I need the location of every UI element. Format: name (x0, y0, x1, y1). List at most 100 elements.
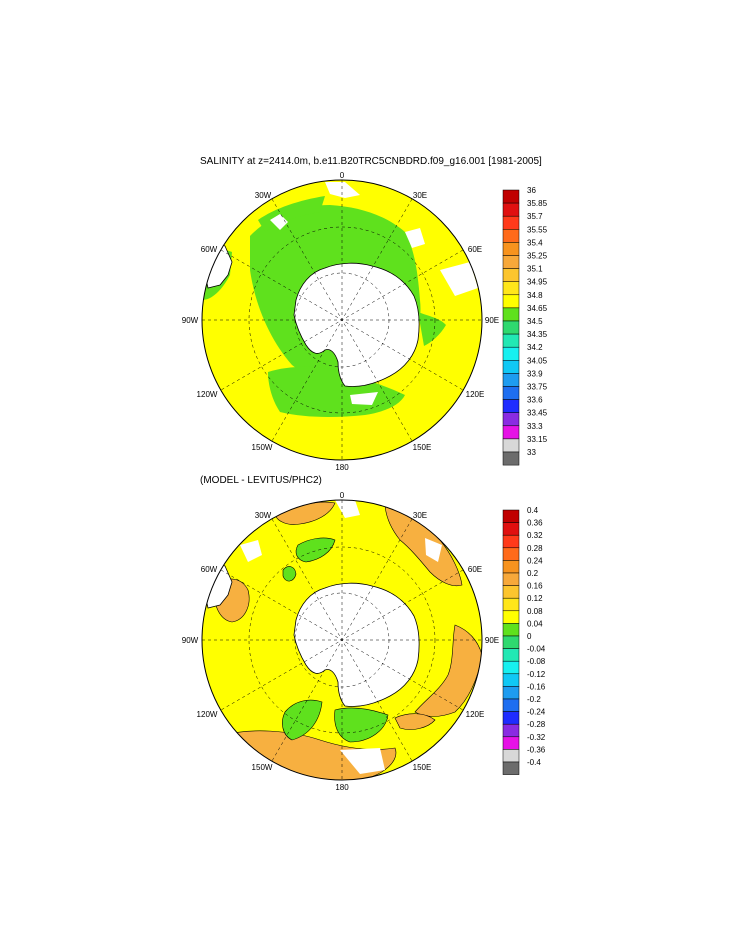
colorbar-label: 34.35 (527, 330, 548, 339)
colorbar-label: 34.8 (527, 291, 543, 300)
colorbar-label: 33.75 (527, 383, 548, 392)
colorbar-swatch (502, 320, 520, 335)
white-patch-3 (440, 262, 478, 296)
colorbar-swatch (502, 451, 520, 466)
colorbar-label: 33.3 (527, 422, 543, 431)
lon-label-120w: 120W (197, 390, 218, 399)
panel-title: (MODEL - LEVITUS/PHC2) (200, 475, 322, 486)
colorbar-swatch (502, 229, 520, 243)
colorbar-label: -0.32 (527, 733, 546, 742)
white-patch-3 (240, 540, 262, 562)
colorbar-swatch (502, 597, 520, 612)
colorbar-swatch (502, 648, 520, 662)
colorbar-label: 34.65 (527, 304, 548, 313)
colorbar-label: 0.2 (527, 569, 539, 578)
colorbar-swatch (502, 635, 520, 649)
lon-label-180: 180 (335, 463, 349, 472)
colorbar: 0.4 0.36 0.32 0.28 0.24 0.2 0.16 0.12 0.08 0.04 0 -… (502, 506, 546, 775)
lon-label-60e: 60E (468, 565, 482, 574)
lon-label-120e: 120E (466, 710, 485, 719)
map-border (201, 179, 483, 461)
polar-map (202, 180, 482, 460)
colorbar-label: 0.24 (527, 556, 543, 565)
colorbar-swatch (502, 585, 520, 599)
colorbar-label: 35.1 (527, 265, 543, 274)
colorbar-label: 0.4 (527, 506, 539, 515)
colorbar-swatch (502, 399, 520, 413)
colorbar-label: 35.25 (527, 252, 548, 261)
colorbar-swatch (502, 242, 520, 256)
colorbar-label: -0.28 (527, 720, 546, 729)
colorbar-label: 0 (527, 632, 532, 641)
lon-label-90e: 90E (485, 636, 499, 645)
white-patch-5 (350, 392, 378, 405)
lon-label-0: 0 (340, 171, 345, 180)
colorbar-label: -0.24 (527, 708, 546, 717)
colorbar-swatch (502, 623, 520, 637)
colorbar-swatch (502, 438, 520, 453)
colorbar-swatch (502, 360, 520, 374)
green-region-east (418, 312, 446, 346)
colorbar-label: 33.15 (527, 435, 548, 444)
lon-label-120e: 120E (466, 390, 485, 399)
colorbar-label: 33.45 (527, 409, 548, 418)
colorbar-label: 0.32 (527, 531, 543, 540)
colorbar-label: 0.16 (527, 582, 543, 591)
colorbar-swatch (502, 711, 520, 725)
white-patch-4 (340, 748, 385, 774)
green-region-ross (334, 707, 389, 743)
colorbar-swatch (502, 673, 520, 687)
colorbar-label: 0.08 (527, 607, 543, 616)
white-patch-1 (325, 182, 360, 198)
colorbar-swatch (502, 698, 520, 712)
lon-label-180: 180 (335, 783, 349, 792)
colorbar-swatch (502, 723, 520, 738)
lon-label-150w: 150W (252, 763, 273, 772)
colorbar-swatch (502, 281, 520, 296)
colorbar: 36 35.85 35.7 35.55 35.4 35.25 35.1 34.95 34.8 34… (502, 186, 548, 466)
lon-label-90w: 90W (182, 636, 199, 645)
colorbar-label: 35.7 (527, 212, 543, 221)
panel-title: SALINITY at z=2414.0m, b.e11.B20TRC5CNBD… (200, 156, 542, 167)
colorbar-swatch (502, 686, 520, 700)
colorbar-swatch (502, 610, 520, 624)
colorbar-swatch (502, 736, 520, 750)
colorbar-label: 35.85 (527, 199, 548, 208)
green-region-pacific (282, 699, 323, 741)
colorbar-swatch (502, 189, 520, 204)
antarctica-land (293, 262, 420, 387)
lon-label-30w: 30W (255, 511, 272, 520)
lon-label-150w: 150W (252, 443, 273, 452)
map-border (201, 499, 483, 781)
colorbar-label: 33.9 (527, 369, 543, 378)
colorbar-swatch (502, 761, 520, 775)
lon-label-30e: 30E (413, 511, 427, 520)
colorbar-swatch (502, 547, 520, 561)
white-patch-2 (425, 538, 442, 562)
colorbar-swatch (502, 346, 520, 361)
lon-label-90w: 90W (182, 316, 199, 325)
lon-label-150e: 150E (413, 443, 432, 452)
colorbar-label: 34.5 (527, 317, 543, 326)
colorbar-swatch (502, 572, 520, 586)
colorbar-swatch (502, 268, 520, 282)
colorbar-label: -0.2 (527, 695, 541, 704)
colorbar-swatch (502, 294, 520, 309)
panel-salinity: SALINITY at z=2414.0m, b.e11.B20TRC5CNBD… (182, 156, 548, 472)
colorbar-swatch (502, 373, 520, 387)
colorbar-label: 36 (527, 186, 536, 195)
colorbar-label: 33 (527, 448, 536, 457)
colorbar-label: 33.6 (527, 396, 543, 405)
colorbar-swatch (502, 307, 520, 322)
colorbar-label: 35.55 (527, 225, 548, 234)
white-patch-4 (405, 228, 425, 248)
lon-label-150e: 150E (413, 763, 432, 772)
colorbar-swatch (502, 255, 520, 269)
colorbar-swatch (502, 509, 520, 523)
colorbar-swatch (502, 202, 520, 217)
green-region-2 (282, 566, 297, 582)
colorbar-swatch (502, 412, 520, 427)
colorbar-label: -0.04 (527, 645, 546, 654)
white-patch-2 (270, 214, 288, 230)
